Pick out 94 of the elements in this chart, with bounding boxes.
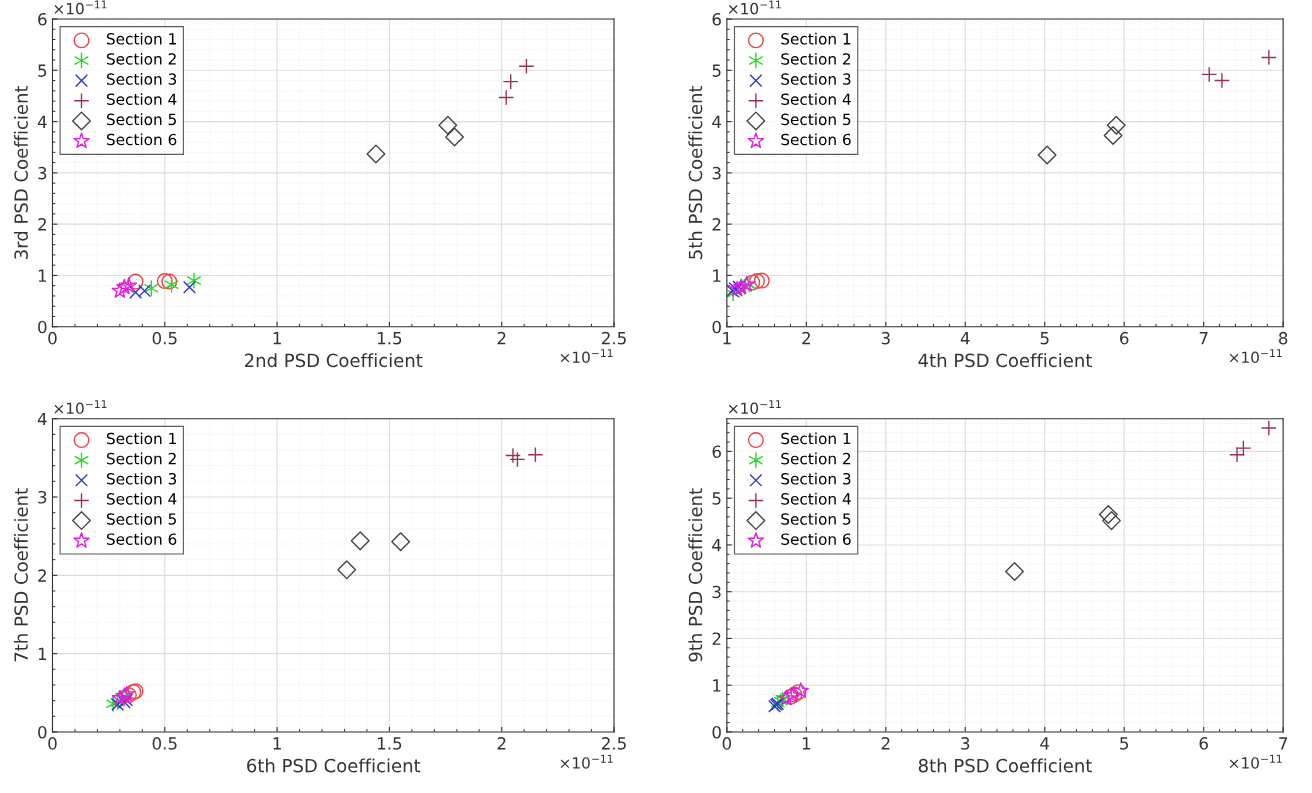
x-tick-label: 7 [1279, 737, 1288, 750]
legend-label: Section 2 [781, 452, 851, 465]
y-tick-label: 4 [37, 412, 47, 426]
x-axis-title: 4th PSD Coefficient [918, 353, 1092, 368]
y-tick-label: 0 [712, 725, 721, 739]
y-tick-label: 3 [38, 490, 47, 504]
text: ×10$^{−11}$ [54, 0, 107, 15]
y-axis-title: 5th PSD Coefficient [688, 85, 703, 259]
y-tick-label: 2 [712, 218, 721, 231]
legend-label: Section 1 [781, 432, 851, 445]
y-tick-label: 0 [712, 320, 721, 334]
text: ×10$^{−11}$ [54, 400, 107, 415]
y-tick-label: 1 [713, 679, 721, 692]
legend-label: Section 6 [781, 133, 851, 146]
legend-label: Section 5 [106, 512, 176, 525]
legend-label: Section 1 [781, 32, 851, 45]
legend-label: Section 4 [781, 492, 851, 505]
x-tick-label: 8 [1278, 331, 1288, 345]
x-tick-label: 2.5 [601, 331, 626, 345]
x-tick-label: 2 [881, 737, 890, 750]
y-axis-title: 7th PSD Coefficient [13, 488, 28, 662]
y-tick-label: 6 [38, 12, 47, 26]
x-tick-label: 0.5 [152, 331, 177, 345]
text: ×10$^{−11}$ [560, 754, 613, 769]
x-tick-label: 1 [273, 737, 281, 750]
x-tick-label: 0 [722, 737, 732, 750]
y-tick-label: 1 [38, 647, 47, 660]
y-tick-label: 1 [38, 269, 47, 282]
x-tick-label: 5 [1120, 737, 1129, 750]
y-tick-label: 4 [37, 115, 47, 128]
legend-label: Section 2 [106, 452, 176, 465]
y-tick-label: 2 [38, 569, 46, 582]
legend-label: Section 5 [781, 512, 851, 525]
legend-label: Section 3 [781, 73, 851, 85]
legend-label: Section 1 [106, 432, 176, 445]
legend-label: Section 1 [106, 32, 176, 45]
y-tick-label: 3 [712, 166, 721, 180]
x-tick-label: 1 [802, 737, 811, 750]
x-tick-label: 5 [1040, 332, 1049, 345]
x-axis-title: 6th PSD Coefficient [247, 758, 421, 773]
y-tick-label: 1 [713, 269, 721, 282]
y-axis-title: 3rd PSD Coefficient [13, 85, 28, 259]
x-tick-label: 2 [802, 331, 810, 345]
y-tick-label: 2 [712, 632, 721, 645]
legend-label: Section 3 [781, 472, 851, 485]
y-axis-title: 9th PSD Coefficient [688, 488, 703, 662]
y-tick-label: 5 [712, 64, 721, 77]
x-tick-label: 2 [497, 737, 506, 750]
x-tick-label: 2.5 [601, 737, 626, 750]
y-tick-label: 3 [712, 585, 721, 599]
text: ×10$^{−11}$ [1229, 754, 1282, 769]
y-tick-label: 3 [38, 166, 47, 180]
legend-label: Section 2 [106, 52, 176, 65]
legend-label: Section 5 [106, 113, 176, 126]
text: ×10$^{−11}$ [728, 400, 781, 415]
x-tick-label: 4 [1040, 737, 1050, 750]
legend-label: Section 6 [106, 133, 177, 146]
x-tick-label: 6 [1199, 737, 1208, 750]
x-axis-title: 2nd PSD Coefficient [244, 353, 423, 368]
legend-label: Section 4 [781, 93, 851, 106]
text: ×10$^{−11}$ [1229, 349, 1282, 364]
x-tick-label: 1 [723, 332, 731, 345]
legend-label: Section 4 [106, 93, 177, 106]
y-tick-label: 4 [712, 115, 722, 128]
legend-label: Section 6 [781, 533, 851, 545]
x-tick-label: 0.5 [152, 737, 177, 750]
legend-label: Section 3 [106, 73, 177, 85]
legend-label: Section 4 [106, 492, 177, 505]
legend-label: Section 2 [781, 52, 851, 65]
x-tick-label: 6 [1120, 331, 1129, 345]
x-tick-label: 1 [273, 332, 281, 345]
x-tick-label: 0 [48, 737, 57, 750]
x-tick-label: 4 [960, 332, 970, 345]
y-tick-label: 0 [38, 320, 47, 334]
y-tick-label: 2 [38, 218, 46, 231]
legend-label: Section 6 [106, 533, 177, 545]
x-tick-label: 7 [1199, 332, 1208, 345]
x-tick-label: 3 [881, 331, 890, 345]
y-tick-label: 5 [38, 64, 47, 77]
y-tick-label: 6 [712, 12, 721, 26]
x-axis-title: 8th PSD Coefficient [918, 758, 1092, 773]
y-tick-label: 0 [38, 725, 47, 739]
y-tick-label: 5 [712, 492, 721, 505]
x-tick-label: 3 [961, 737, 970, 750]
x-tick-label: 1.5 [377, 737, 402, 750]
y-tick-label: 6 [712, 445, 721, 458]
x-tick-label: 2 [497, 331, 506, 345]
y-tick-label: 4 [712, 539, 722, 552]
text: ×10$^{−11}$ [728, 0, 781, 15]
legend-label: Section 3 [106, 472, 177, 485]
x-tick-label: 1.5 [377, 332, 402, 345]
text: ×10$^{−11}$ [560, 349, 613, 364]
legend-label: Section 5 [781, 113, 851, 126]
x-tick-label: 0 [48, 331, 57, 345]
